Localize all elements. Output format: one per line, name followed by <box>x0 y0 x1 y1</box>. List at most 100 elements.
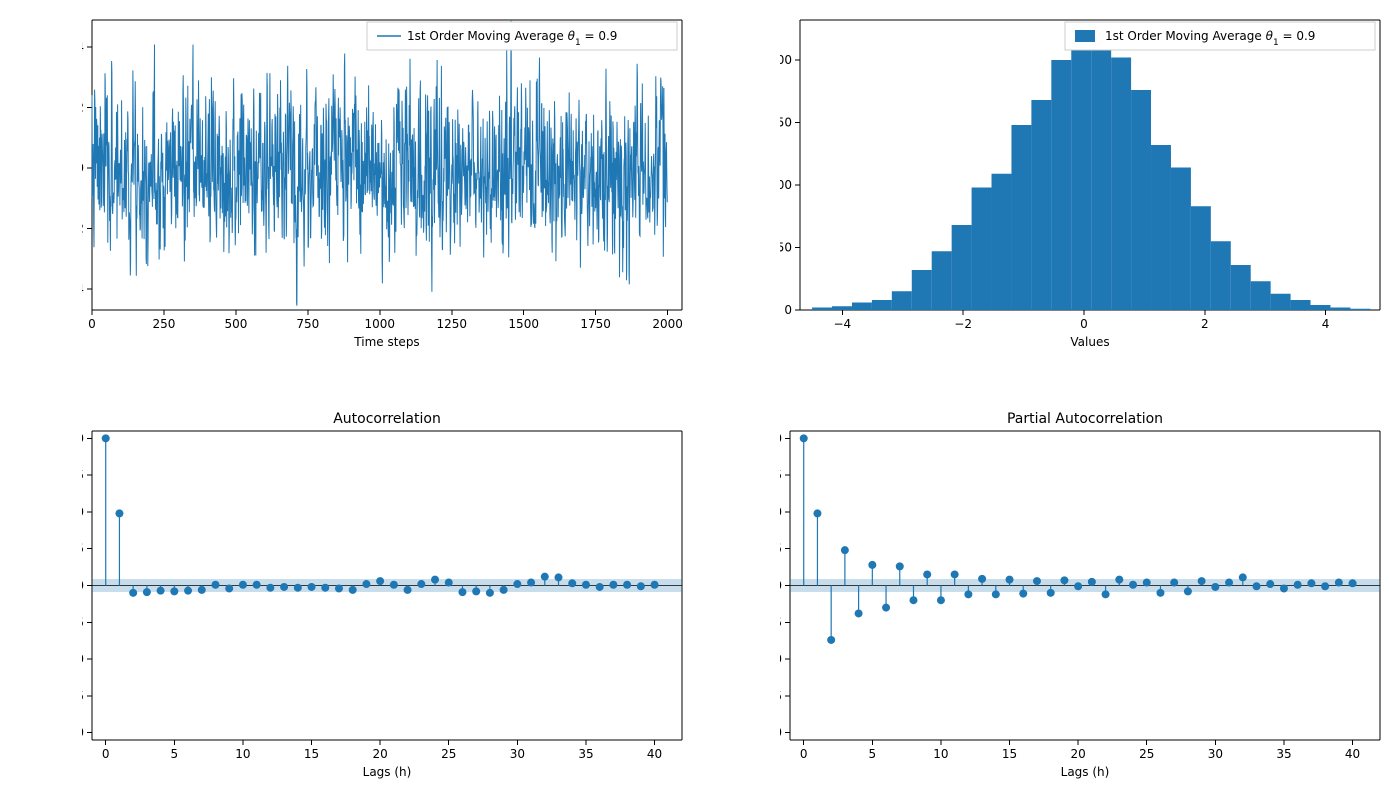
stem-marker <box>1156 589 1164 597</box>
pacf-panel: 0510152025303540−1.00−0.75−0.50−0.250.00… <box>780 405 1385 785</box>
stem-marker <box>266 584 274 592</box>
stem-marker <box>855 609 863 617</box>
panel-title: Autocorrelation <box>333 411 441 427</box>
ytick-label: −4 <box>82 282 84 296</box>
xtick-label: 0 <box>88 317 96 331</box>
stem-marker <box>541 573 549 581</box>
xlabel: Lags (h) <box>1061 765 1110 779</box>
ytick-label: −2 <box>82 221 84 235</box>
stem-marker <box>951 570 959 578</box>
stem-marker <box>1184 587 1192 595</box>
stem-marker <box>362 580 370 588</box>
hist-bar <box>1231 265 1251 310</box>
ytick-label: 0 <box>784 303 792 317</box>
ytick-label: −0.25 <box>82 615 84 629</box>
ytick-label: 0.25 <box>82 542 84 556</box>
ytick-label: 150 <box>780 116 792 130</box>
xtick-label: 20 <box>1070 747 1085 761</box>
ytick-label: −0.50 <box>780 652 782 666</box>
hist-bar <box>892 291 912 310</box>
stem-marker <box>1102 590 1110 598</box>
hist-bar <box>1271 294 1291 310</box>
stem-marker <box>582 581 590 589</box>
stem-marker <box>596 583 604 591</box>
hist-bar <box>1171 168 1191 311</box>
timeseries-panel: 025050075010001250150017502000−4−2024Tim… <box>82 10 687 355</box>
ytick-label: −0.25 <box>780 615 782 629</box>
stem-marker <box>868 561 876 569</box>
xtick-label: 1500 <box>508 317 539 331</box>
hist-bar <box>852 303 872 311</box>
stem-marker <box>486 589 494 597</box>
stem-marker <box>1033 577 1041 585</box>
xtick-label: −4 <box>833 317 851 331</box>
xtick-label: 0 <box>1080 317 1088 331</box>
hist-bar <box>972 188 992 311</box>
stem-marker <box>1225 579 1233 587</box>
legend: 1st Order Moving Average θ1 = 0.9 <box>1065 22 1375 50</box>
stem-marker <box>637 582 645 590</box>
timeseries-line <box>92 20 667 306</box>
stem-marker <box>198 586 206 594</box>
xtick-label: 30 <box>1208 747 1223 761</box>
stem-marker <box>102 434 110 442</box>
hist-bar <box>1131 90 1151 310</box>
xtick-label: 2 <box>1201 317 1209 331</box>
stem-marker <box>527 579 535 587</box>
ytick-label: 2 <box>82 101 84 115</box>
ytick-label: 4 <box>82 40 84 54</box>
ytick-label: 0.50 <box>82 505 84 519</box>
stem-marker <box>800 434 808 442</box>
stem-marker <box>1239 573 1247 581</box>
legend-swatch-patch <box>1075 30 1095 42</box>
hist-bar <box>1211 241 1231 310</box>
xtick-label: 500 <box>224 317 247 331</box>
hist-bar <box>812 308 832 311</box>
stem-marker <box>184 587 192 595</box>
stem-marker <box>349 586 357 594</box>
stem-marker <box>992 590 1000 598</box>
ytick-label: 0.00 <box>780 579 782 593</box>
xtick-label: 1750 <box>580 317 611 331</box>
hist-bar <box>872 300 892 310</box>
stem-marker <box>568 579 576 587</box>
stem-marker <box>1088 578 1096 586</box>
stem-marker <box>129 589 137 597</box>
hist-bar <box>1111 58 1131 311</box>
stem-marker <box>813 509 821 517</box>
xtick-label: 35 <box>578 747 593 761</box>
ytick-label: −0.50 <box>82 652 84 666</box>
legend: 1st Order Moving Average θ1 = 0.9 <box>367 22 677 50</box>
stem-marker <box>651 581 659 589</box>
hist-bar <box>932 251 952 310</box>
xtick-label: 0 <box>800 747 808 761</box>
xtick-label: 40 <box>647 747 662 761</box>
stem-marker <box>431 576 439 584</box>
hist-bar <box>1291 300 1311 310</box>
stem-marker <box>1321 582 1329 590</box>
xlabel: Time steps <box>353 335 419 349</box>
stem-marker <box>827 636 835 644</box>
xtick-label: 30 <box>510 747 525 761</box>
stem-marker <box>500 586 508 594</box>
stem-marker <box>1294 581 1302 589</box>
xtick-label: 1000 <box>365 317 396 331</box>
stem-marker <box>321 584 329 592</box>
xtick-label: 10 <box>235 747 250 761</box>
xtick-label: 5 <box>869 747 877 761</box>
stem-marker <box>157 587 165 595</box>
xtick-label: 4 <box>1322 317 1330 331</box>
ytick-label: 50 <box>780 241 792 255</box>
hist-bar <box>1051 60 1071 310</box>
stem-marker <box>1143 579 1151 587</box>
stem-marker <box>1211 583 1219 591</box>
stem-marker <box>609 581 617 589</box>
ytick-label: −0.75 <box>780 689 782 703</box>
hist-bar <box>1311 305 1331 310</box>
stem-marker <box>1129 581 1137 589</box>
xtick-label: 2000 <box>652 317 683 331</box>
figure-root: 025050075010001250150017502000−4−2024Tim… <box>0 0 1389 790</box>
ytick-label: 1.00 <box>780 431 782 445</box>
stem-marker <box>1253 582 1261 590</box>
stem-marker <box>376 577 384 585</box>
